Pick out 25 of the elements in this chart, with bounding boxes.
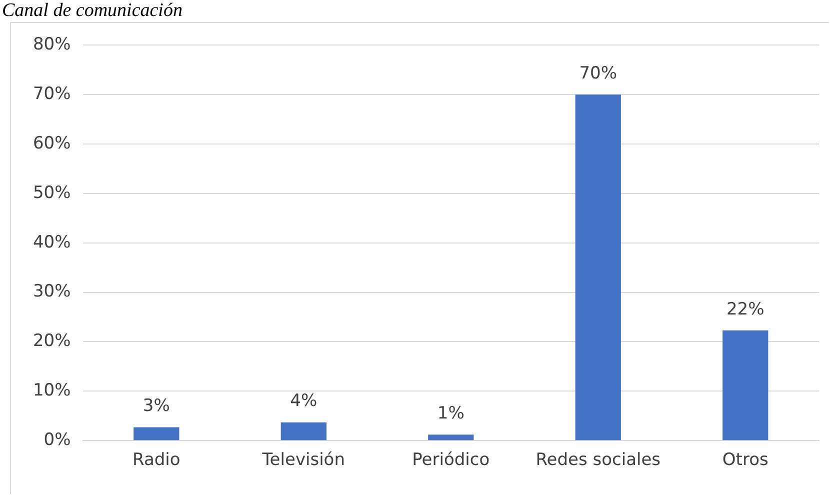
bar [280, 422, 326, 440]
bar [575, 94, 621, 440]
data-label: 22% [726, 299, 764, 320]
y-tick-label: 60% [32, 133, 71, 154]
data-label: 3% [142, 396, 170, 416]
data-label: 4% [290, 391, 318, 412]
x-tick-label: Televisión [261, 450, 345, 470]
y-tick-label: 30% [32, 282, 71, 302]
y-tick-label: 40% [32, 232, 71, 252]
y-tick-label: 50% [32, 182, 71, 203]
data-label: 1% [437, 404, 464, 424]
y-tick-label: 0% [44, 430, 71, 450]
y-tick-label: 20% [32, 331, 71, 352]
y-tick-label: 10% [32, 380, 71, 401]
bar [428, 434, 474, 440]
bar [134, 427, 180, 440]
x-tick-label: Redes sociales [536, 450, 661, 470]
y-tick-label: 80% [32, 34, 71, 55]
bar [722, 330, 768, 440]
chart-title: Canal de comunicación [2, 0, 182, 22]
x-tick-label: Otros [722, 450, 768, 470]
y-tick-label: 70% [32, 84, 71, 104]
data-label: 70% [579, 64, 618, 84]
x-tick-label: Periódico [412, 450, 490, 470]
x-tick-label: Radio [132, 450, 180, 470]
